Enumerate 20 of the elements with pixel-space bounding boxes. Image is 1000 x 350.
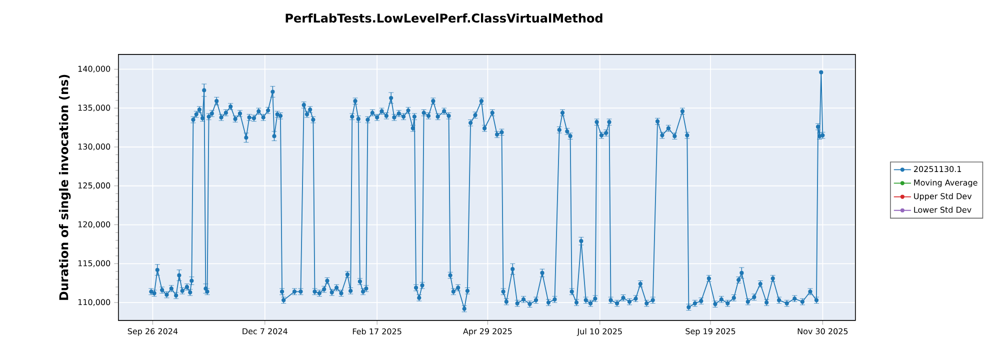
y-tick-label: 125,000 xyxy=(78,182,110,190)
y-axis-title: Duration of single invocation (ns) xyxy=(58,74,71,300)
x-tick-label: Apr 29 2025 xyxy=(463,328,512,336)
x-tick-label: Dec 7 2024 xyxy=(242,328,288,334)
y-tick-label: 130,000 xyxy=(78,144,110,150)
chart-title: PerfLabTests.LowLevelPerf.ClassVirtualMethod xyxy=(286,13,602,23)
legend-label: Moving Average xyxy=(914,179,978,188)
legend-label: Lower Std Dev xyxy=(914,206,972,213)
y-tick-label: 140,000 xyxy=(78,66,110,73)
y-tick-label: 110,000 xyxy=(78,299,110,306)
x-tick-label: Nov 30 2025 xyxy=(798,328,848,334)
y-tick-label: 135,000 xyxy=(78,104,110,112)
x-tick-label: Jul 10 2025 xyxy=(576,328,622,336)
y-tick-label: 115,000 xyxy=(78,260,110,268)
legend-label: 20251130.1 xyxy=(914,166,962,172)
y-tick-label: 120,000 xyxy=(78,221,110,228)
x-tick-label: Feb 17 2025 xyxy=(352,328,402,334)
x-tick-label: Sep 19 2025 xyxy=(686,328,736,336)
x-tick-label: Sep 26 2024 xyxy=(128,328,178,336)
legend-label: Upper Std Dev xyxy=(914,193,972,201)
